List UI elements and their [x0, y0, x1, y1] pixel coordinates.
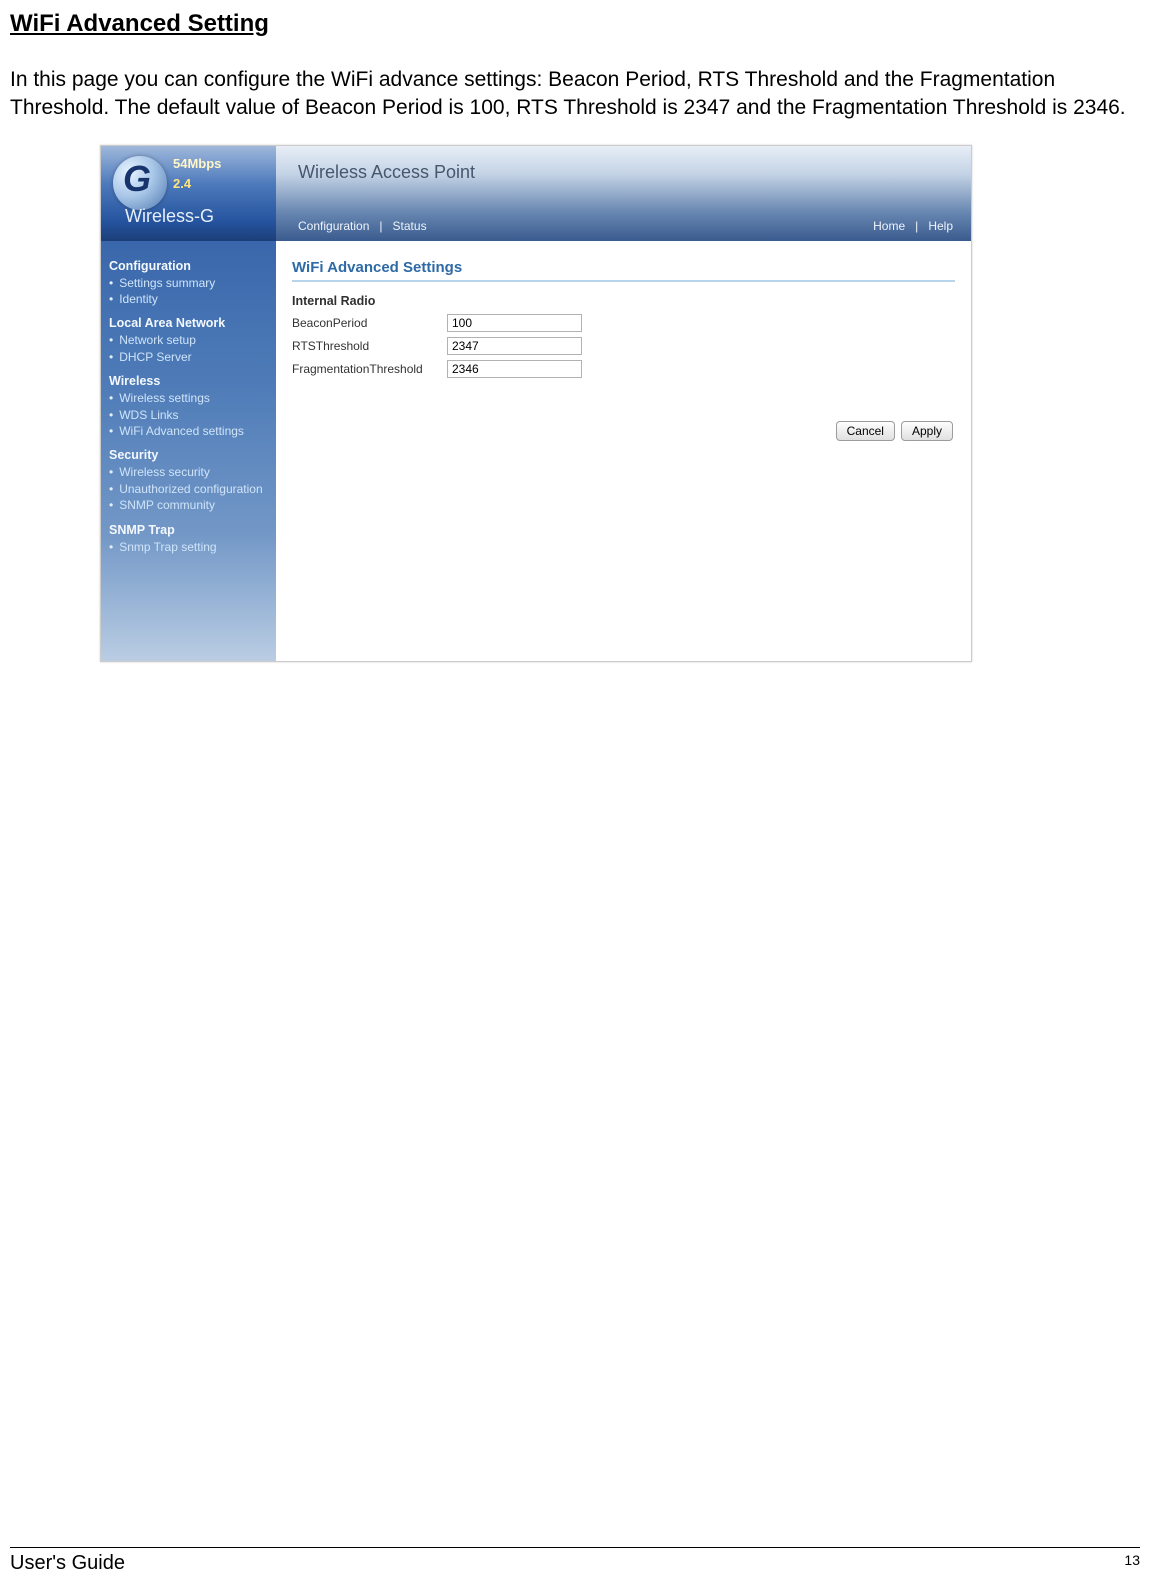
bullet-icon: •: [109, 482, 113, 496]
sidebar-item[interactable]: • WDS Links: [109, 408, 270, 422]
beacon-input[interactable]: [447, 314, 582, 332]
sidebar: Configuration • Settings summary • Identity L…: [101, 241, 276, 661]
sidebar-item[interactable]: • Network setup: [109, 333, 270, 347]
sidebar-item[interactable]: • Settings summary: [109, 276, 270, 290]
rts-label: RTSThreshold: [292, 339, 447, 353]
page-footer: User's Guide 13: [10, 1547, 1140, 1575]
sidebar-group-title: Configuration: [109, 259, 268, 273]
banner: Wireless Access Point Configuration | St…: [276, 146, 971, 241]
router-admin-screenshot: G 54Mbps 2.4 Wireless-G Wireless Access …: [100, 145, 972, 662]
sidebar-item-label: Settings summary: [119, 276, 215, 290]
internal-radio-subhead: Internal Radio: [292, 294, 955, 308]
sidebar-item-label: Identity: [119, 292, 158, 306]
beacon-row: BeaconPeriod: [292, 314, 955, 332]
sidebar-item[interactable]: • Identity: [109, 292, 270, 306]
bullet-icon: •: [109, 292, 113, 306]
sidebar-item[interactable]: • Unauthorized configuration: [109, 482, 270, 496]
sidebar-item-label: Unauthorized configuration: [119, 482, 262, 496]
sidebar-item[interactable]: • SNMP community: [109, 498, 270, 512]
footer-left: User's Guide: [10, 1552, 125, 1575]
top-row: G 54Mbps 2.4 Wireless-G Wireless Access …: [101, 146, 971, 241]
section-title: WiFi Advanced Setting: [10, 10, 1140, 38]
sidebar-item[interactable]: • Wireless security: [109, 465, 270, 479]
logo-product-name: Wireless-G: [125, 206, 214, 227]
nav-separator: |: [379, 219, 382, 233]
sidebar-item[interactable]: • Snmp Trap setting: [109, 540, 270, 554]
content-divider: [292, 280, 955, 282]
beacon-label: BeaconPeriod: [292, 316, 447, 330]
body-row: Configuration • Settings summary • Identity L…: [101, 241, 971, 661]
logo-band: 2.4: [173, 176, 191, 191]
logo-g-glyph: G: [123, 158, 151, 200]
sidebar-item[interactable]: • WiFi Advanced settings: [109, 424, 270, 438]
intro-paragraph: In this page you can configure the WiFi …: [10, 66, 1140, 123]
button-row: Cancel Apply: [836, 421, 953, 441]
footer-line: [10, 1547, 1140, 1548]
frag-row: FragmentationThreshold: [292, 360, 955, 378]
sidebar-item-label: SNMP community: [119, 498, 215, 512]
sidebar-group-title: Local Area Network: [109, 316, 268, 330]
nav-status[interactable]: Status: [393, 219, 427, 233]
nav-configuration[interactable]: Configuration: [298, 219, 369, 233]
nav-help[interactable]: Help: [928, 219, 953, 233]
nav-separator-right: |: [915, 219, 918, 233]
sidebar-item-label: WiFi Advanced settings: [119, 424, 244, 438]
sidebar-item-label: Snmp Trap setting: [119, 540, 216, 554]
banner-nav-left: Configuration | Status: [298, 219, 427, 233]
sidebar-item-label: Wireless settings: [119, 391, 210, 405]
logo-rate: 54Mbps: [173, 156, 221, 171]
bullet-icon: •: [109, 333, 113, 347]
banner-title: Wireless Access Point: [298, 162, 475, 183]
logo-area: G 54Mbps 2.4 Wireless-G: [101, 146, 276, 241]
bullet-icon: •: [109, 276, 113, 290]
bullet-icon: •: [109, 391, 113, 405]
sidebar-item-label: Network setup: [119, 333, 196, 347]
sidebar-item-label: DHCP Server: [119, 350, 191, 364]
bullet-icon: •: [109, 465, 113, 479]
rts-row: RTSThreshold: [292, 337, 955, 355]
apply-button[interactable]: Apply: [901, 421, 953, 441]
bullet-icon: •: [109, 540, 113, 554]
frag-label: FragmentationThreshold: [292, 362, 447, 376]
content-title: WiFi Advanced Settings: [292, 259, 955, 276]
banner-nav-right: Home | Help: [873, 219, 953, 233]
sidebar-item-label: WDS Links: [119, 408, 178, 422]
footer-page-number: 13: [1124, 1552, 1140, 1575]
sidebar-group-title: Wireless: [109, 374, 268, 388]
sidebar-group-title: SNMP Trap: [109, 523, 268, 537]
bullet-icon: •: [109, 498, 113, 512]
bullet-icon: •: [109, 424, 113, 438]
sidebar-item[interactable]: • DHCP Server: [109, 350, 270, 364]
sidebar-item[interactable]: • Wireless settings: [109, 391, 270, 405]
nav-home[interactable]: Home: [873, 219, 905, 233]
sidebar-group-title: Security: [109, 448, 268, 462]
frag-input[interactable]: [447, 360, 582, 378]
bullet-icon: •: [109, 408, 113, 422]
sidebar-item-label: Wireless security: [119, 465, 210, 479]
content-panel: WiFi Advanced Settings Internal Radio Be…: [276, 241, 971, 661]
bullet-icon: •: [109, 350, 113, 364]
cancel-button[interactable]: Cancel: [836, 421, 895, 441]
rts-input[interactable]: [447, 337, 582, 355]
